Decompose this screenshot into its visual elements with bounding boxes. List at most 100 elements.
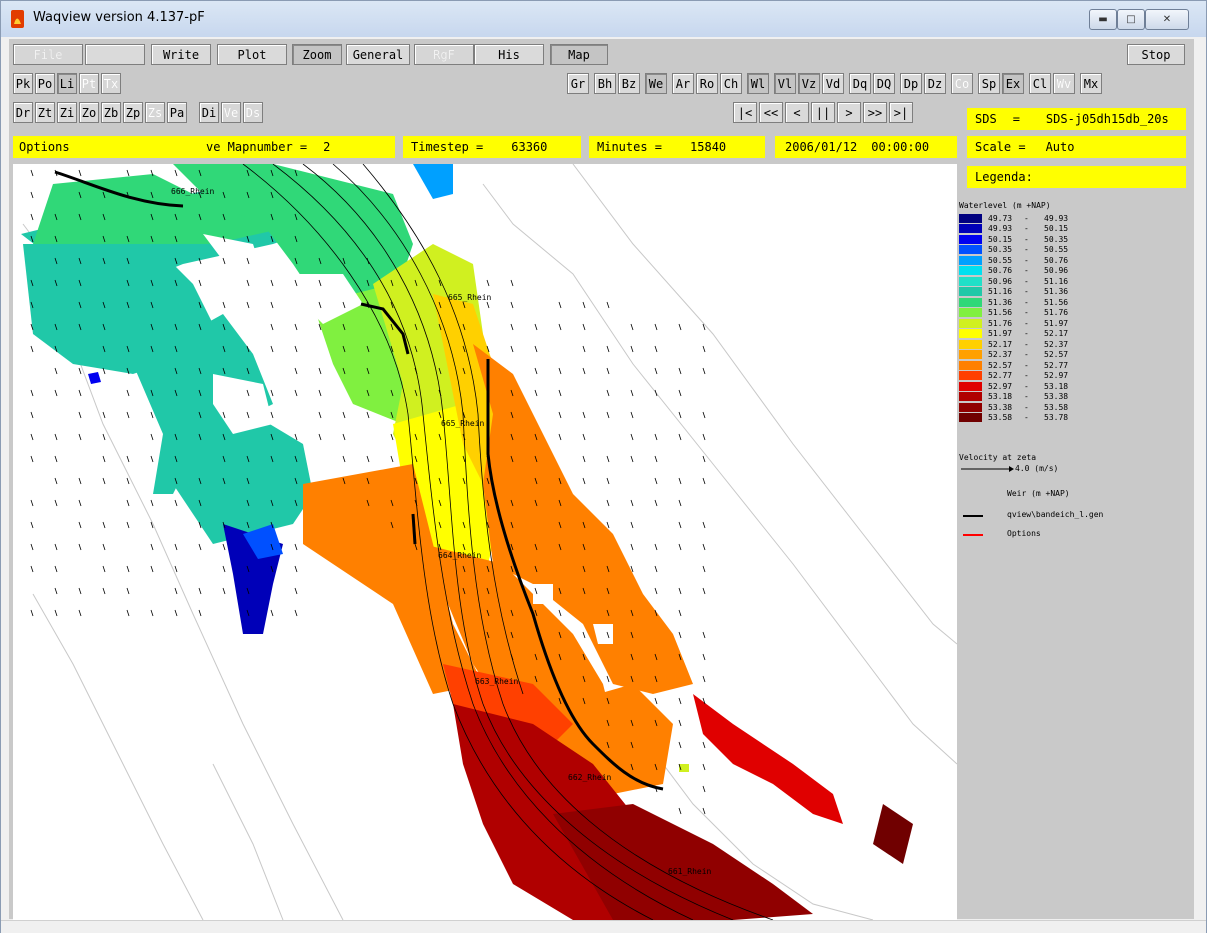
minimize-icon[interactable]: ▬ (1089, 9, 1117, 30)
tool2-ds-button[interactable]: Ds (243, 102, 263, 123)
river-km-labels: 666_Rhein 665_Rhein 665_Rhein 664_Rhein 663_… (171, 187, 712, 876)
general-menu-button[interactable]: General (346, 44, 410, 65)
playback-5-button[interactable]: >> (863, 102, 887, 123)
map-menu-button[interactable]: Map (550, 44, 608, 65)
plot-menu-button[interactable]: Plot (217, 44, 287, 65)
legend-to: 50.76 (1044, 255, 1069, 265)
legend-dash: - (1024, 413, 1029, 422)
legend-dash: - (1024, 360, 1029, 370)
legend-from: 52.17 (988, 339, 1013, 349)
map-canvas[interactable]: 666_Rhein 665_Rhein 665_Rhein 664_Rhein 663_… (13, 164, 957, 920)
water-level-field (21, 164, 913, 920)
tool-we-button[interactable]: We (645, 73, 667, 94)
tool2-pa-button[interactable]: Pa (167, 102, 187, 123)
tool2-zt-button[interactable]: Zt (35, 102, 55, 123)
close-icon[interactable]: ✕ (1145, 9, 1189, 30)
playback-6-button[interactable]: >| (889, 102, 913, 123)
legend-row: 50.35 - 50.55 (959, 245, 1068, 255)
playback-0-button[interactable]: |< (733, 102, 757, 123)
weir-lines (54, 170, 664, 791)
tool2-ve-button[interactable]: Ve (221, 102, 241, 123)
tool2-zp-button[interactable]: Zp (123, 102, 143, 123)
legend-swatch (959, 329, 982, 338)
stop-button[interactable]: Stop (1127, 44, 1185, 65)
tool-ch-button[interactable]: Ch (720, 73, 742, 94)
legend-from: 50.76 (988, 266, 1013, 275)
legend-swatch (959, 224, 982, 233)
tool-po-button[interactable]: Po (35, 73, 55, 94)
legend-to: 51.56 (1044, 297, 1069, 307)
legend-row: 49.93 - 50.15 (959, 224, 1068, 234)
tool-ar-button[interactable]: Ar (672, 73, 694, 94)
rgf-menu-button[interactable]: RgF (414, 44, 474, 65)
zoom-menu-button[interactable]: Zoom (292, 44, 342, 65)
tool-co-button[interactable]: Co (951, 73, 973, 94)
tool-vd-button[interactable]: Vd (822, 73, 844, 94)
tool-li-button[interactable]: Li (57, 73, 77, 94)
playback-2-button[interactable]: < (785, 102, 809, 123)
legend-dash: - (1024, 402, 1029, 412)
playback-4-button[interactable]: > (837, 102, 861, 123)
legend-dash: - (1024, 245, 1029, 254)
tool2-di-button[interactable]: Di (199, 102, 219, 123)
tool-vl-button[interactable]: Vl (774, 73, 796, 94)
tool2-zs-button[interactable]: Zs (145, 102, 165, 123)
maximize-icon[interactable]: □ (1117, 9, 1145, 30)
tool-vz-button[interactable]: Vz (798, 73, 820, 94)
legend-swatch (959, 287, 982, 296)
legend-from: 50.35 (988, 245, 1013, 254)
tool-tx-button[interactable]: Tx (101, 73, 121, 94)
legend-row: 52.97 - 53.18 (959, 381, 1068, 391)
legend-swatch (959, 213, 982, 223)
legend-row: 53.58 - 53.78 (959, 413, 1068, 423)
write-menu-button[interactable]: Write (151, 44, 211, 65)
file-menu-button[interactable]: File (13, 44, 83, 65)
tool-wl-button[interactable]: Wl (747, 73, 769, 94)
legend-to: 49.93 (1044, 213, 1069, 223)
scale-label: Scale = (975, 140, 1026, 154)
legend-dash: - (1024, 308, 1029, 317)
datetime-field: 2006/01/12 00:00:00 (775, 136, 957, 158)
legend-from: 52.37 (988, 350, 1013, 359)
tool-bz-button[interactable]: Bz (618, 73, 640, 94)
blank-menu-button[interactable] (85, 44, 145, 65)
title-bar[interactable]: Waqview version 4.137-pF ▬ □ ✕ (1, 1, 1206, 37)
his-menu-button[interactable]: His (474, 44, 544, 65)
legend-row: 51.36 - 51.56 (959, 297, 1068, 307)
km-label: 666_Rhein (171, 187, 215, 196)
tool-dz-button[interactable]: Dz (924, 73, 946, 94)
tool-dq-button[interactable]: Dq (849, 73, 871, 94)
tool-pk-button[interactable]: Pk (13, 73, 33, 94)
legend-from: 53.58 (988, 413, 1013, 422)
tool-cl-button[interactable]: Cl (1029, 73, 1051, 94)
tool2-zo-button[interactable]: Zo (79, 102, 99, 123)
legend-swatch (959, 255, 982, 265)
legend-from: 50.96 (988, 276, 1013, 286)
tool-ex-button[interactable]: Ex (1002, 73, 1024, 94)
options-field[interactable]: Options (13, 136, 205, 158)
tool-sp-button[interactable]: Sp (978, 73, 1000, 94)
km-label: 661_Rhein (668, 867, 712, 876)
legend-row: 51.97 - 52.17 (959, 329, 1068, 339)
tool2-dr-button[interactable]: Dr (13, 102, 33, 123)
playback-1-button[interactable]: << (759, 102, 783, 123)
legend-to: 51.36 (1044, 287, 1069, 296)
tool-mx-button[interactable]: Mx (1080, 73, 1102, 94)
timestep-field: Timestep = 63360 (403, 136, 581, 158)
playback-3-button[interactable]: || (811, 102, 835, 123)
legend-to: 53.18 (1044, 381, 1069, 391)
status-bar (1, 920, 1206, 933)
tool2-zb-button[interactable]: Zb (101, 102, 121, 123)
tool-bh-button[interactable]: Bh (594, 73, 616, 94)
tool-wv-button[interactable]: Wv (1053, 73, 1075, 94)
legend-from: 50.55 (988, 255, 1013, 265)
tool-pt-button[interactable]: Pt (79, 73, 99, 94)
legend-from: 49.73 (988, 213, 1013, 223)
tool-dq-button[interactable]: DQ (873, 73, 895, 94)
app-icon (11, 10, 24, 28)
tool2-zi-button[interactable]: Zi (57, 102, 77, 123)
map-svg: 666_Rhein 665_Rhein 665_Rhein 664_Rhein 663_… (21, 164, 957, 920)
tool-dp-button[interactable]: Dp (900, 73, 922, 94)
tool-ro-button[interactable]: Ro (696, 73, 718, 94)
tool-gr-button[interactable]: Gr (567, 73, 589, 94)
